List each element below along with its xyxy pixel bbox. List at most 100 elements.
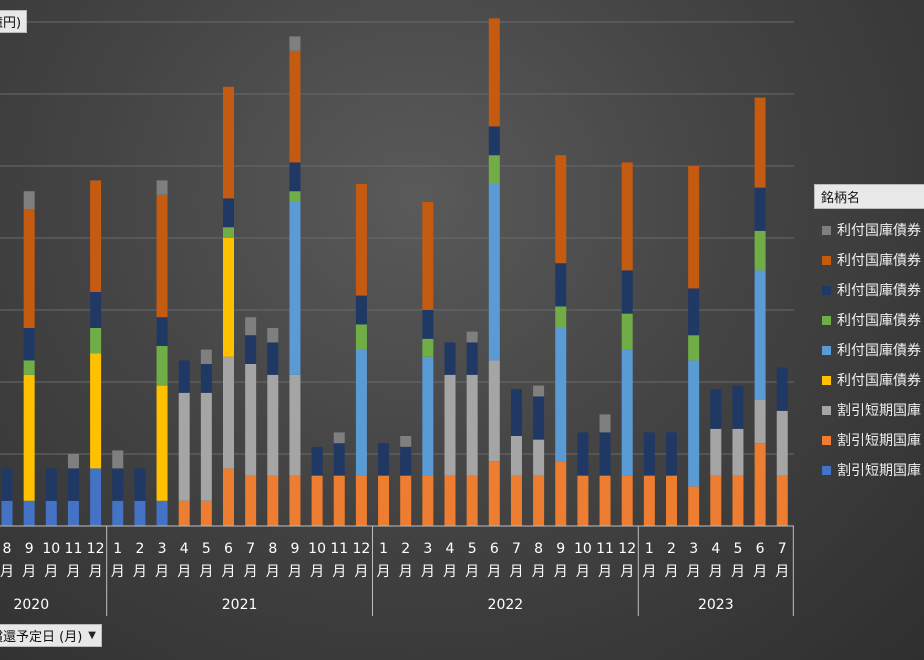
x-tick-label: 8 xyxy=(268,541,277,557)
legend-item[interactable]: 割引短期国庫 xyxy=(814,395,924,425)
bar-segment xyxy=(355,324,367,350)
bar-segment xyxy=(267,475,279,526)
bar-segment xyxy=(90,468,102,526)
bar-segment xyxy=(754,230,766,271)
bar-segment xyxy=(90,353,102,469)
x-tick-label: 10 xyxy=(308,541,326,557)
x-tick-unit-label: 月 xyxy=(687,564,701,580)
bar-segment xyxy=(67,468,79,501)
bar-segment xyxy=(267,342,279,375)
bar-segment xyxy=(45,468,57,501)
bar-segment xyxy=(112,500,124,526)
x-tick-label: 3 xyxy=(423,541,432,557)
legend-item[interactable]: 利付国庫債券 xyxy=(814,215,924,245)
bar-segment xyxy=(555,461,567,526)
bar-segment xyxy=(754,400,766,444)
legend-swatch xyxy=(822,345,831,355)
bar-segment xyxy=(333,443,345,476)
bar-segment xyxy=(23,209,35,328)
bar-segment xyxy=(200,500,212,526)
bar-segment xyxy=(643,475,655,526)
bar-segment xyxy=(333,432,345,444)
bar-segment xyxy=(134,468,146,501)
x-tick-unit-label: 月 xyxy=(266,564,280,580)
x-tick-unit-label: 月 xyxy=(465,564,479,580)
bar-segment xyxy=(688,335,700,361)
legend-item[interactable]: 利付国庫債券 xyxy=(814,365,924,395)
x-tick-label: 6 xyxy=(224,541,233,557)
x-tick-unit-label: 月 xyxy=(22,564,36,580)
legend-label: 割引短期国庫 xyxy=(837,403,921,419)
bar-segment xyxy=(156,385,168,501)
legend-swatch xyxy=(822,255,831,265)
legend-item[interactable]: 利付国庫債券 xyxy=(814,245,924,275)
legend-item[interactable]: 割引短期国庫 xyxy=(814,425,924,455)
bar-segment xyxy=(577,432,589,476)
legend-item[interactable]: 割引短期国庫 xyxy=(814,455,924,485)
bar-segment xyxy=(23,374,35,501)
x-tick-unit-label: 月 xyxy=(642,564,656,580)
bar-segment xyxy=(599,432,611,476)
bar-segment xyxy=(422,356,434,476)
x-tick-unit-label: 月 xyxy=(44,564,58,580)
x-tick-unit-label: 月 xyxy=(155,564,169,580)
x-tick-label: 1 xyxy=(379,541,388,557)
bar-segment xyxy=(688,486,700,526)
bar-segment xyxy=(621,162,633,271)
x-tick-unit-label: 月 xyxy=(89,564,103,580)
x-tick-unit-label: 月 xyxy=(598,564,612,580)
bar-segment xyxy=(178,500,190,526)
legend-item[interactable]: 利付国庫債券 xyxy=(814,305,924,335)
x-tick-unit-label: 月 xyxy=(377,564,391,580)
x-tick-label: 5 xyxy=(202,541,211,557)
bar-segment xyxy=(510,436,522,476)
bar-segment xyxy=(267,328,279,343)
bar-segment xyxy=(200,392,212,501)
bar-segment xyxy=(688,360,700,487)
x-tick-unit-label: 月 xyxy=(665,564,679,580)
bar-segment xyxy=(245,317,257,336)
x-tick-label: 5 xyxy=(733,541,742,557)
bar-segment xyxy=(754,270,766,400)
legend-item[interactable]: 利付国庫債券 xyxy=(814,335,924,365)
bar-segment xyxy=(621,270,633,314)
x-tick-label: 9 xyxy=(556,541,565,557)
x-axis: 8月9月10月11月12月1月2月3月4月5月6月7月8月9月10月11月12月… xyxy=(0,525,794,616)
x-tick-unit-label: 月 xyxy=(399,564,413,580)
legend-label: 利付国庫債券 xyxy=(837,373,921,389)
y-axis-unit-label: 億円) xyxy=(0,16,22,31)
legend-item[interactable]: 利付国庫債券 xyxy=(814,275,924,305)
bar-segment xyxy=(710,428,722,476)
legend-swatch xyxy=(822,225,831,235)
bar-segment xyxy=(245,364,257,476)
bar-segment xyxy=(754,443,766,526)
x-tick-unit-label: 月 xyxy=(532,564,546,580)
bar-segment xyxy=(577,475,589,526)
legend-swatch xyxy=(822,435,831,445)
x-axis-field-button[interactable]: 償還予定日 (月) ▼ xyxy=(0,624,102,647)
x-tick-label: 11 xyxy=(330,541,348,557)
bar-segment xyxy=(400,436,412,447)
x-tick-unit-label: 月 xyxy=(111,564,125,580)
bar-segment xyxy=(466,342,478,375)
bar-segment xyxy=(156,346,168,386)
x-tick-unit-label: 月 xyxy=(753,564,767,580)
x-tick-unit-label: 月 xyxy=(332,564,346,580)
legend-title[interactable]: 銘柄名 xyxy=(814,184,924,209)
x-tick-label: 11 xyxy=(65,541,83,557)
x-tick-unit-label: 月 xyxy=(244,564,258,580)
bar-segment xyxy=(533,396,545,440)
bar-segment xyxy=(134,500,146,526)
bar-segment xyxy=(533,439,545,476)
x-tick-label: 11 xyxy=(596,541,614,557)
y-axis-unit-button[interactable]: 億円) xyxy=(0,10,28,33)
bar-segment xyxy=(666,432,677,476)
year-label: 2020 xyxy=(13,597,49,613)
x-tick-unit-label: 月 xyxy=(177,564,191,580)
bar-segment xyxy=(23,328,35,361)
x-tick-label: 1 xyxy=(113,541,122,557)
bar-segment xyxy=(488,155,500,184)
x-tick-unit-label: 月 xyxy=(443,564,457,580)
x-tick-unit-label: 月 xyxy=(421,564,435,580)
legend-swatch xyxy=(822,465,831,475)
